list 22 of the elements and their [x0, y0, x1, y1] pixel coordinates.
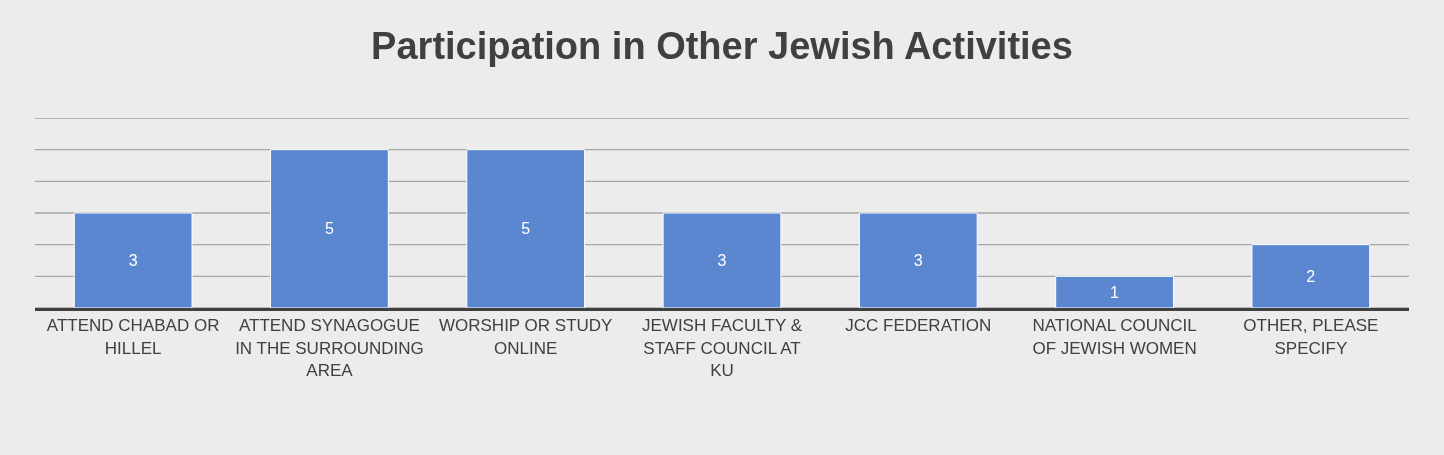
bar [1251, 244, 1371, 308]
data-label: 5 [521, 220, 531, 238]
x-tick-label: JEWISH FACULTY & STAFF COUNCIL AT KU [642, 316, 803, 380]
bar [858, 212, 978, 308]
bar [662, 212, 782, 308]
x-tick-label: ATTEND SYNAGOGUE IN THE SURROUNDING AREA [235, 316, 424, 380]
x-tick-label: NATIONAL COUNCIL OF JEWISH WOMEN [1032, 316, 1197, 358]
data-label: 2 [1306, 267, 1316, 285]
data-label: 3 [128, 252, 138, 269]
bar [466, 149, 586, 308]
x-tick-label: OTHER, PLEASE SPECIFY [1243, 316, 1379, 358]
data-label: 3 [913, 252, 923, 269]
x-tick-label: JCC FEDERATION [845, 316, 992, 336]
data-label: 3 [717, 252, 727, 269]
bar [1055, 275, 1174, 308]
x-tick-label: WORSHIP OR STUDY ONLINE [438, 316, 613, 358]
data-label: 5 [324, 220, 334, 238]
bar [270, 149, 389, 308]
bar [73, 212, 193, 308]
x-tick-label: ATTEND CHABAD OR HILLEL [46, 316, 220, 358]
chart-title: Participation in Other Jewish Activities [371, 24, 1073, 67]
data-label: 1 [1110, 283, 1120, 301]
